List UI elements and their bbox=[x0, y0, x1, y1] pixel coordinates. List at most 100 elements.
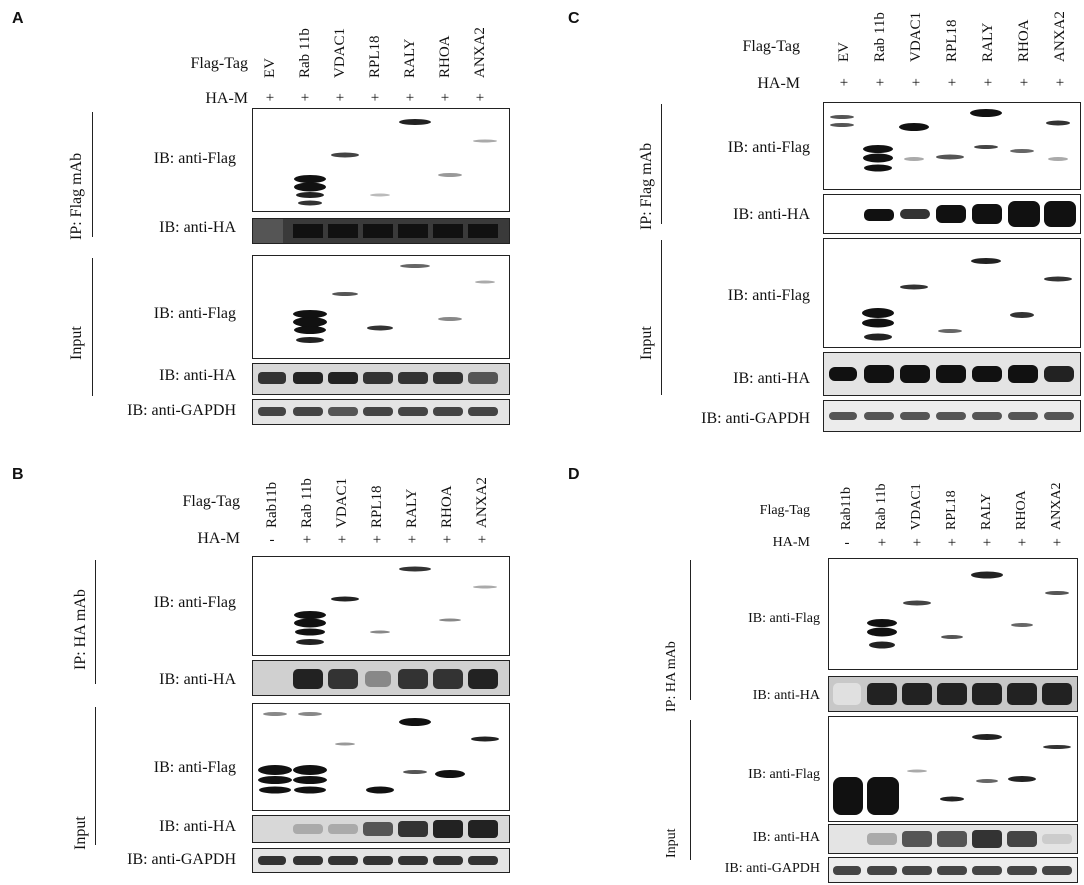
input-bracket bbox=[92, 258, 93, 396]
ha-m-sign: + bbox=[302, 532, 312, 548]
blot-image bbox=[828, 558, 1078, 670]
blot-label: IB: anti-Flag bbox=[748, 611, 820, 626]
ha-m-sign: + bbox=[912, 535, 922, 551]
blot-image bbox=[252, 815, 510, 843]
ha-m-sign: + bbox=[477, 532, 487, 548]
blot-label: IB: anti-Flag bbox=[153, 305, 236, 322]
ha-m-sign: + bbox=[1055, 75, 1065, 91]
blot-image bbox=[823, 352, 1081, 396]
blot-label: IB: anti-HA bbox=[752, 830, 820, 845]
ha-m-sign: + bbox=[405, 90, 415, 106]
blot-image bbox=[252, 399, 510, 425]
ha-m-sign: + bbox=[442, 532, 452, 548]
blot-label: IB: anti-Flag bbox=[727, 287, 810, 304]
ha-m-sign: + bbox=[300, 90, 310, 106]
blot-label: IB: anti-GAPDH bbox=[724, 861, 820, 876]
blot-label: IB: anti-HA bbox=[159, 818, 236, 835]
lane-label: Rab 11b bbox=[297, 28, 313, 78]
ha-m-sign: + bbox=[839, 75, 849, 91]
lane-label: VDAC1 bbox=[334, 477, 350, 528]
ha-m-sign: + bbox=[265, 90, 275, 106]
blot-label: IB: anti-Flag bbox=[153, 759, 236, 776]
blot-image bbox=[823, 238, 1081, 348]
ha-m-sign: + bbox=[982, 535, 992, 551]
lane-label: RHOA bbox=[437, 35, 453, 78]
blot-label: IB: anti-Flag bbox=[153, 150, 236, 167]
blot-image bbox=[252, 848, 510, 873]
ha-m-label: HA-M bbox=[197, 530, 240, 547]
ip-bracket bbox=[95, 560, 96, 684]
lane-label: Rab 11b bbox=[874, 483, 889, 530]
ha-m-sign: + bbox=[1052, 535, 1062, 551]
blot-image bbox=[252, 556, 510, 656]
panel-label: D bbox=[568, 466, 580, 483]
ha-m-label: HA-M bbox=[772, 535, 810, 550]
lane-label: EV bbox=[262, 58, 278, 78]
blot-image bbox=[252, 218, 510, 244]
lane-label: RALY bbox=[979, 493, 994, 530]
blot-image bbox=[252, 108, 510, 212]
ha-m-sign: + bbox=[947, 535, 957, 551]
lane-label: Rab 11b bbox=[872, 12, 888, 62]
blot-label: IB: anti-HA bbox=[733, 370, 810, 387]
flag-tag-label: Flag-Tag bbox=[190, 55, 248, 72]
input-label: Input bbox=[68, 326, 85, 360]
flag-tag-label: Flag-Tag bbox=[742, 38, 800, 55]
blot-label: IB: anti-HA bbox=[733, 206, 810, 223]
ha-m-sign: + bbox=[407, 532, 417, 548]
blot-label: IB: anti-HA bbox=[752, 688, 820, 703]
lane-label: RPL18 bbox=[367, 35, 383, 78]
blot-image bbox=[823, 400, 1081, 432]
ha-m-sign: + bbox=[475, 90, 485, 106]
blot-image bbox=[252, 255, 510, 359]
ip-label: IP: Flag mAb bbox=[638, 142, 655, 230]
blot-label: IB: anti-HA bbox=[159, 367, 236, 384]
lane-label: Rab11b bbox=[264, 481, 280, 528]
blot-image bbox=[828, 824, 1078, 854]
ha-m-sign: + bbox=[337, 532, 347, 548]
lane-label: RPL18 bbox=[944, 19, 960, 62]
ha-m-sign: + bbox=[1017, 535, 1027, 551]
ha-m-sign: + bbox=[877, 535, 887, 551]
blot-label: IB: anti-GAPDH bbox=[701, 410, 810, 427]
blot-image bbox=[828, 716, 1078, 822]
ha-m-sign: + bbox=[911, 75, 921, 91]
ha-m-sign: + bbox=[335, 90, 345, 106]
input-label: Input bbox=[72, 816, 89, 850]
ha-m-sign: + bbox=[1019, 75, 1029, 91]
ha-m-label: HA-M bbox=[205, 90, 248, 107]
lane-label: RHOA bbox=[1014, 490, 1029, 530]
blot-label: IB: anti-GAPDH bbox=[127, 851, 236, 868]
blot-image bbox=[252, 363, 510, 395]
flag-tag-label: Flag-Tag bbox=[182, 493, 240, 510]
ip-bracket bbox=[690, 560, 691, 700]
ha-m-sign: + bbox=[983, 75, 993, 91]
ip-label: IP: HA mAb bbox=[664, 641, 679, 712]
ha-m-sign: + bbox=[947, 75, 957, 91]
lane-label: RALY bbox=[980, 22, 996, 62]
ha-m-sign: - bbox=[844, 535, 850, 551]
lane-label: RHOA bbox=[1016, 19, 1032, 62]
lane-label: Rab11b bbox=[839, 486, 854, 530]
lane-label: RPL18 bbox=[944, 490, 959, 530]
blot-label: IB: anti-Flag bbox=[727, 139, 810, 156]
ha-m-sign: + bbox=[370, 90, 380, 106]
lane-label: VDAC1 bbox=[909, 483, 924, 530]
flag-tag-label: Flag-Tag bbox=[759, 503, 810, 518]
lane-label: ANXA2 bbox=[472, 27, 488, 78]
ip-bracket bbox=[92, 112, 93, 237]
lane-label: RHOA bbox=[439, 485, 455, 528]
lane-label: ANXA2 bbox=[1052, 11, 1068, 62]
blot-image bbox=[252, 660, 510, 696]
blot-label: IB: anti-Flag bbox=[153, 594, 236, 611]
ha-m-sign: + bbox=[440, 90, 450, 106]
blot-label: IB: anti-HA bbox=[159, 671, 236, 688]
input-bracket bbox=[95, 707, 96, 845]
ip-label: IP: Flag mAb bbox=[68, 152, 85, 240]
ha-m-sign: + bbox=[875, 75, 885, 91]
lane-label: EV bbox=[836, 42, 852, 62]
blot-label: IB: anti-Flag bbox=[748, 767, 820, 782]
lane-label: VDAC1 bbox=[332, 27, 348, 78]
input-label: Input bbox=[664, 828, 679, 858]
panel-label: B bbox=[12, 466, 24, 483]
